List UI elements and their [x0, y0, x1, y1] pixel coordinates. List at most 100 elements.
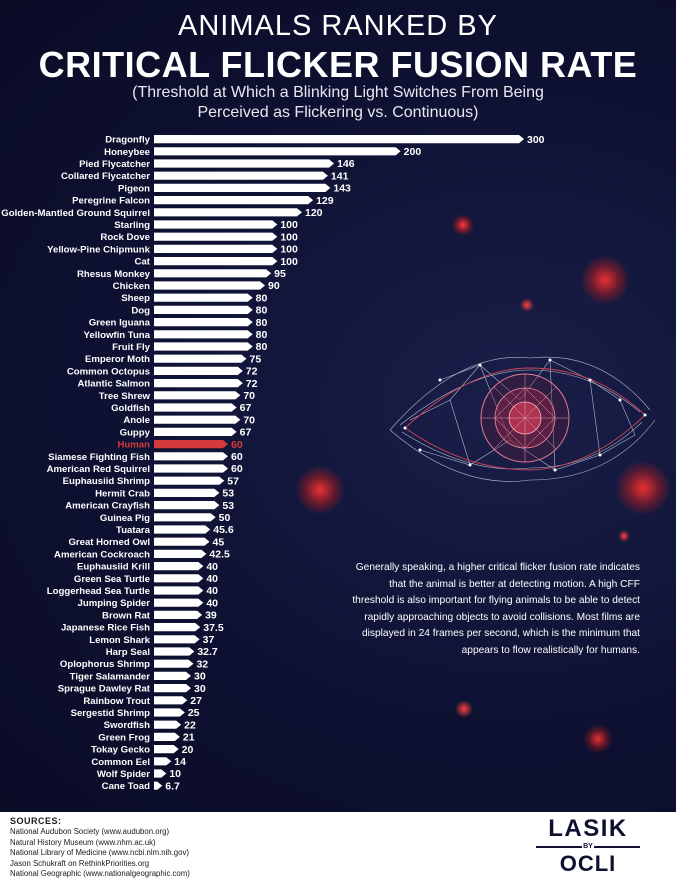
category-label: Japanese Rice Fish — [61, 623, 150, 634]
glow-dot — [615, 460, 671, 516]
bar — [154, 183, 331, 192]
value-label: 40 — [206, 573, 218, 585]
value-label: 42.5 — [209, 549, 230, 561]
bar — [154, 562, 204, 571]
category-label: Golden-Mantled Ground Squirrel — [1, 208, 150, 219]
value-label: 30 — [194, 671, 206, 683]
category-label: Jumping Spider — [78, 598, 151, 609]
bar — [154, 379, 243, 388]
bar — [154, 586, 204, 595]
bar — [154, 720, 182, 729]
value-label: 72 — [246, 378, 258, 390]
category-label: Rock Dove — [100, 232, 150, 243]
category-label: Atlantic Salmon — [78, 379, 151, 390]
bar — [154, 427, 237, 436]
bar-chart: Dragonfly 300 Honeybee 200 Pied Flycatcher 14… — [1, 134, 545, 793]
category-label: Guinea Pig — [100, 513, 150, 524]
category-label: Green Frog — [98, 732, 150, 743]
value-label: 45.6 — [213, 524, 234, 536]
bar — [154, 208, 302, 217]
value-label: 60 — [231, 451, 243, 463]
bar — [154, 574, 204, 583]
value-label: 39 — [205, 610, 217, 622]
value-label: 100 — [280, 231, 298, 243]
bar — [154, 269, 272, 278]
value-label: 20 — [182, 744, 194, 756]
category-label: Swordfish — [104, 720, 151, 731]
category-label: Sergestid Shrimp — [71, 708, 151, 719]
bar — [154, 659, 194, 668]
bar — [154, 342, 253, 351]
value-label: 57 — [227, 475, 239, 487]
category-label: Goldfish — [111, 403, 150, 414]
value-label: 32 — [196, 658, 208, 670]
category-label: American Red Squirrel — [47, 464, 150, 475]
value-label: 129 — [316, 195, 334, 207]
category-label: Collared Flycatcher — [61, 171, 150, 182]
category-label: Tiger Salamander — [70, 671, 151, 682]
category-label: Green Sea Turtle — [74, 574, 150, 585]
value-label: 21 — [183, 732, 195, 744]
bar — [154, 281, 265, 290]
sources-title: SOURCES: — [10, 816, 62, 826]
category-label: Peregrine Falcon — [72, 196, 150, 207]
logo-text-by: BY — [583, 843, 593, 850]
category-label: Yellowfin Tuna — [84, 330, 151, 341]
value-label: 60 — [231, 439, 243, 451]
value-label: 40 — [206, 561, 218, 573]
bar — [154, 257, 278, 266]
value-label: 32.7 — [197, 646, 218, 658]
brand-logo: LASIK BY OCLI — [528, 815, 648, 877]
value-label: 67 — [240, 427, 252, 439]
category-label: Fruit Fly — [112, 342, 151, 353]
bar — [154, 757, 172, 766]
bar — [154, 781, 163, 790]
category-label: Sheep — [121, 293, 150, 304]
value-label: 143 — [333, 183, 351, 195]
value-label: 40 — [206, 597, 218, 609]
chart-title: CRITICAL FLICKER FUSION RATE — [38, 44, 638, 85]
bar — [154, 708, 185, 717]
category-label: Human — [117, 440, 150, 451]
value-label: 6.7 — [165, 780, 180, 792]
glow-dot — [580, 255, 630, 305]
value-label: 72 — [246, 366, 258, 378]
value-label: 80 — [256, 292, 268, 304]
value-label: 10 — [169, 768, 181, 780]
value-label: 50 — [219, 512, 231, 524]
category-label: Wolf Spider — [97, 769, 150, 780]
category-label: Chicken — [113, 281, 150, 292]
bar — [154, 366, 243, 375]
source-item: Jason Schukraft on RethinkPriorities.org — [10, 858, 150, 868]
category-label: Cat — [135, 257, 151, 268]
source-item: Natural History Museum (www.nhm.ac.uk) — [10, 837, 156, 847]
bar — [154, 220, 278, 229]
value-label: 300 — [527, 134, 545, 146]
value-label: 67 — [240, 402, 252, 414]
glow-dot — [455, 700, 473, 718]
bar — [154, 732, 180, 741]
value-label: 80 — [256, 305, 268, 317]
category-label: Tokay Gecko — [91, 745, 150, 756]
bar — [154, 147, 401, 156]
category-label: Rhesus Monkey — [77, 269, 151, 280]
bar — [154, 525, 211, 534]
category-label: Cane Toad — [102, 781, 150, 792]
value-label: 200 — [404, 146, 422, 158]
category-label: Starling — [114, 220, 150, 231]
category-label: Oplophorus Shrimp — [60, 659, 150, 670]
value-label: 100 — [280, 244, 298, 256]
value-label: 22 — [184, 719, 196, 731]
category-label: Common Octopus — [67, 366, 150, 377]
bar — [154, 159, 335, 168]
category-label: American Cockroach — [54, 549, 150, 560]
value-label: 90 — [268, 280, 280, 292]
sources-list: National Audubon Society (www.audubon.or… — [10, 827, 190, 880]
category-label: American Crayfish — [65, 501, 150, 512]
bar — [154, 549, 207, 558]
value-label: 37 — [203, 634, 215, 646]
category-label: Sprague Dawley Rat — [58, 684, 151, 695]
value-label: 75 — [250, 353, 262, 365]
value-label: 30 — [194, 683, 206, 695]
bar — [154, 318, 253, 327]
